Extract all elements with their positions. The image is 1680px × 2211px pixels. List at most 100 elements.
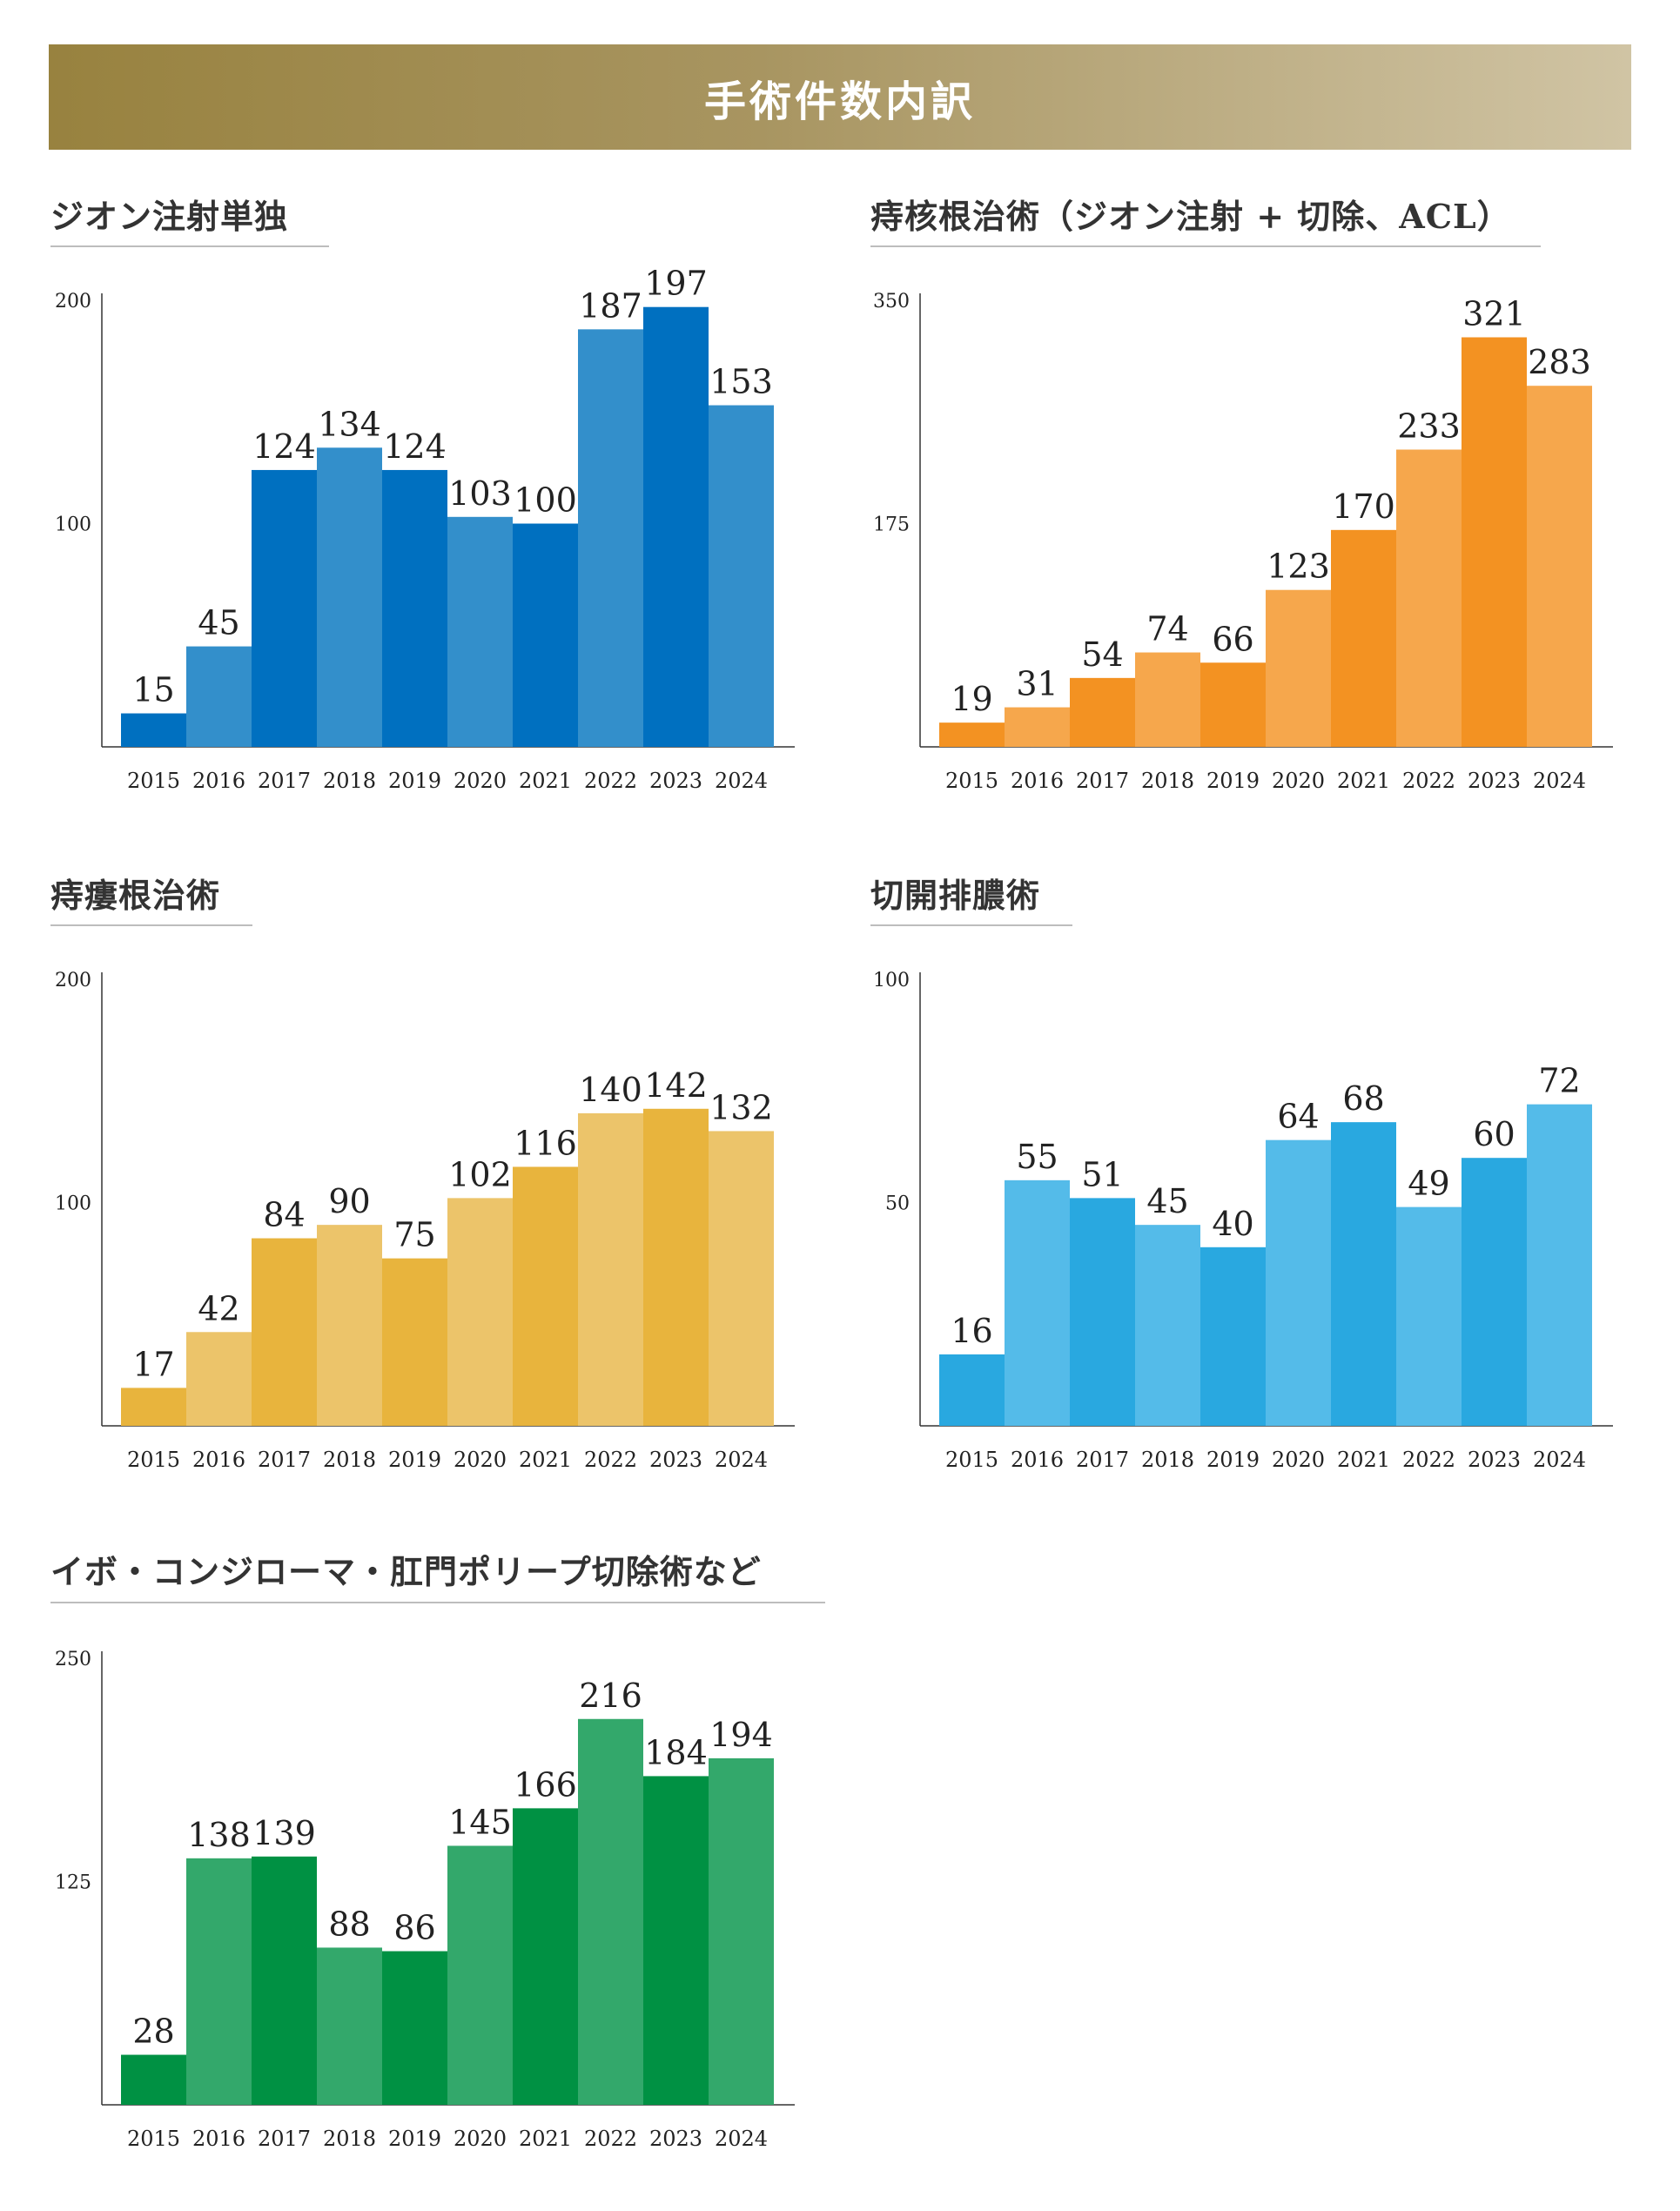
bar-2018 bbox=[317, 1225, 382, 1426]
bar-2019 bbox=[382, 1258, 447, 1426]
bar-2024 bbox=[709, 405, 774, 747]
x-tick-label: 2017 bbox=[258, 2127, 311, 2151]
bar-2015 bbox=[121, 713, 186, 747]
bar-2020 bbox=[1266, 589, 1331, 747]
y-tick-label: 200 bbox=[55, 970, 91, 991]
title-underline bbox=[870, 924, 1072, 926]
x-tick-label: 2022 bbox=[1402, 1448, 1455, 1472]
y-tick-label: 350 bbox=[873, 291, 910, 312]
bar-2016 bbox=[1005, 1179, 1070, 1426]
data-label: 216 bbox=[579, 1677, 642, 1715]
data-label: 74 bbox=[1146, 610, 1188, 649]
data-label: 197 bbox=[644, 265, 708, 303]
y-tick-label: 200 bbox=[55, 291, 91, 312]
bar-2023 bbox=[1462, 337, 1527, 747]
bar-2023 bbox=[643, 1776, 709, 2105]
data-label: 170 bbox=[1332, 487, 1395, 526]
x-tick-label: 2016 bbox=[192, 1448, 245, 1472]
data-label: 64 bbox=[1277, 1098, 1319, 1136]
bar-2022 bbox=[578, 329, 643, 747]
data-label: 55 bbox=[1016, 1138, 1058, 1176]
bar-2022 bbox=[1396, 449, 1462, 747]
bar-2020 bbox=[447, 1845, 513, 2105]
x-tick-label: 2022 bbox=[584, 1448, 637, 1472]
bar-2023 bbox=[643, 306, 709, 747]
x-tick-label: 2019 bbox=[388, 769, 441, 793]
bar-2021 bbox=[1331, 1122, 1396, 1426]
x-tick-label: 2023 bbox=[1468, 769, 1521, 793]
y-tick-label: 50 bbox=[885, 1193, 910, 1215]
bar-2024 bbox=[709, 1131, 774, 1426]
bar-2019 bbox=[382, 1951, 447, 2105]
x-tick-label: 2016 bbox=[1011, 1448, 1064, 1472]
x-tick-label: 2023 bbox=[1468, 1448, 1521, 1472]
data-label: 138 bbox=[187, 1816, 251, 1854]
bar-2021 bbox=[513, 523, 578, 747]
x-tick-label: 2018 bbox=[1141, 1448, 1194, 1472]
data-label: 102 bbox=[448, 1155, 512, 1193]
bar-2018 bbox=[317, 1947, 382, 2105]
bar-2015 bbox=[939, 1354, 1005, 1426]
y-tick-label: 175 bbox=[873, 514, 910, 536]
chart-title-incision-drainage: 切開排膿術 bbox=[870, 876, 1041, 915]
x-tick-label: 2019 bbox=[388, 1448, 441, 1472]
chart-anal-fistula-surgery: 100 200 17 2015 42 2016 84 2017 90 2018 75 2019 102 2… bbox=[55, 970, 795, 1472]
x-tick-label: 2022 bbox=[1402, 769, 1455, 793]
data-label: 17 bbox=[132, 1345, 174, 1383]
bar-2023 bbox=[643, 1108, 709, 1426]
chart-title-jion-injection: ジオン注射単独 bbox=[50, 197, 289, 236]
x-tick-label: 2024 bbox=[1533, 1448, 1586, 1472]
x-tick-label: 2020 bbox=[454, 1448, 507, 1472]
y-tick-label: 125 bbox=[55, 1872, 91, 1894]
bar-2022 bbox=[1396, 1206, 1462, 1426]
chart-title-hemorrhoid-surgery: 痔核根治術（ジオン注射 + 切除、ACL） bbox=[870, 197, 1511, 236]
bar-2015 bbox=[121, 2054, 186, 2105]
data-label: 145 bbox=[448, 1803, 512, 1841]
data-label: 116 bbox=[514, 1124, 577, 1162]
bar-2022 bbox=[578, 1718, 643, 2105]
data-label: 139 bbox=[252, 1814, 316, 1852]
x-tick-label: 2024 bbox=[1533, 769, 1586, 793]
data-label: 184 bbox=[644, 1733, 708, 1771]
x-tick-label: 2023 bbox=[649, 2127, 702, 2151]
chart-wart-polyp-excision: 125 250 28 2015 138 2016 139 2017 88 2018 86 2019 14… bbox=[55, 1649, 795, 2151]
x-tick-label: 2021 bbox=[519, 1448, 572, 1472]
data-label: 123 bbox=[1267, 548, 1330, 586]
y-tick-label: 100 bbox=[873, 970, 910, 991]
x-tick-label: 2021 bbox=[1337, 769, 1390, 793]
data-label: 60 bbox=[1473, 1115, 1515, 1153]
bar-2020 bbox=[1266, 1139, 1331, 1426]
bar-2017 bbox=[252, 469, 317, 747]
x-tick-label: 2018 bbox=[323, 769, 376, 793]
x-tick-label: 2018 bbox=[1141, 769, 1194, 793]
x-tick-label: 2020 bbox=[1272, 769, 1325, 793]
data-label: 103 bbox=[448, 474, 512, 513]
bar-2017 bbox=[1070, 677, 1135, 747]
x-tick-label: 2017 bbox=[1076, 1448, 1129, 1472]
data-label: 31 bbox=[1016, 665, 1058, 703]
data-label: 134 bbox=[318, 405, 381, 443]
bar-2020 bbox=[447, 1198, 513, 1426]
x-tick-label: 2020 bbox=[1272, 1448, 1325, 1472]
x-tick-label: 2016 bbox=[192, 2127, 245, 2151]
x-tick-label: 2015 bbox=[945, 769, 998, 793]
x-tick-label: 2015 bbox=[127, 769, 180, 793]
data-label: 75 bbox=[393, 1216, 435, 1254]
bar-2019 bbox=[382, 469, 447, 747]
x-tick-label: 2018 bbox=[323, 2127, 376, 2151]
bar-2023 bbox=[1462, 1158, 1527, 1426]
bar-2021 bbox=[513, 1808, 578, 2105]
x-tick-label: 2023 bbox=[649, 769, 702, 793]
x-tick-label: 2019 bbox=[1206, 1448, 1260, 1472]
data-label: 72 bbox=[1538, 1062, 1580, 1100]
title-underline bbox=[870, 245, 1541, 247]
data-label: 49 bbox=[1408, 1165, 1449, 1203]
data-label: 40 bbox=[1212, 1205, 1253, 1243]
data-label: 153 bbox=[709, 363, 773, 401]
bar-2024 bbox=[709, 1757, 774, 2105]
x-tick-label: 2021 bbox=[519, 2127, 572, 2151]
data-label: 54 bbox=[1081, 635, 1123, 674]
bar-2019 bbox=[1200, 662, 1266, 747]
banner-title: 手術件数内訳 bbox=[703, 77, 976, 126]
data-label: 140 bbox=[579, 1071, 642, 1109]
